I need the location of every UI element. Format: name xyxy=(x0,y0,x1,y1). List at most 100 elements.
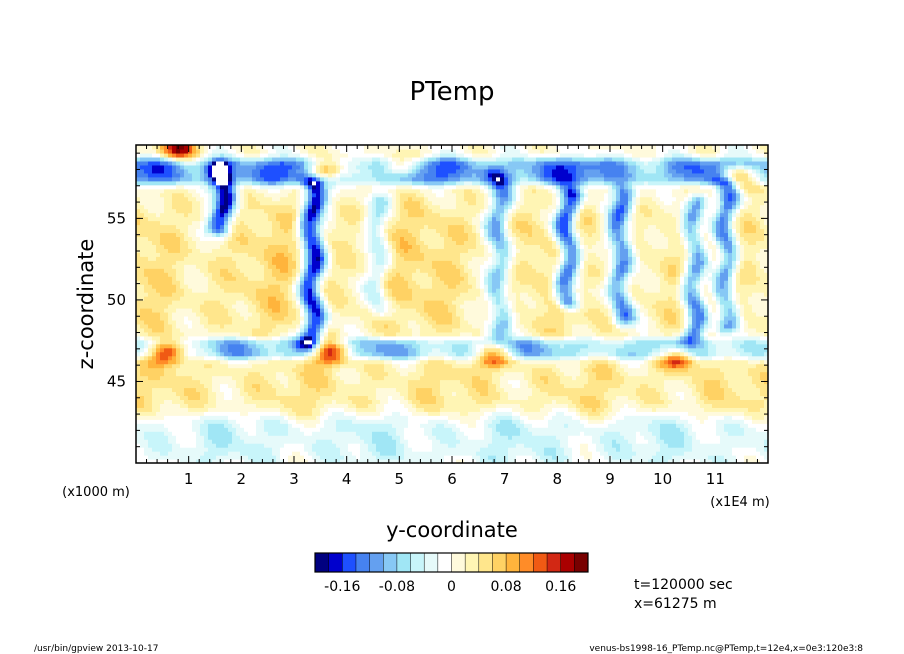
heatmap-cell xyxy=(300,148,305,154)
heatmap-cell xyxy=(176,244,181,249)
heatmap-cell xyxy=(332,439,337,444)
heatmap-cell xyxy=(296,212,301,218)
heatmap-cell xyxy=(220,363,225,369)
heatmap-cell xyxy=(152,236,157,241)
heatmap-cell xyxy=(136,339,141,345)
heatmap-cell xyxy=(184,427,189,432)
heatmap-cell xyxy=(332,443,337,448)
heatmap-cell xyxy=(232,304,237,309)
heatmap-cell xyxy=(152,315,157,321)
heatmap-cell xyxy=(376,435,381,440)
heatmap-cell xyxy=(292,367,297,373)
heatmap-cell xyxy=(152,375,157,381)
heatmap-cell xyxy=(188,323,193,329)
heatmap-cell xyxy=(204,355,209,361)
heatmap-cell xyxy=(232,152,237,158)
heatmap-cell xyxy=(172,415,177,420)
heatmap-cell xyxy=(368,280,373,285)
heatmap-cell xyxy=(376,447,381,452)
heatmap-cell xyxy=(268,431,273,436)
heatmap-cell xyxy=(328,391,333,397)
heatmap-cell xyxy=(324,367,329,373)
heatmap-cell xyxy=(172,359,177,365)
heatmap-cell xyxy=(188,164,193,170)
heatmap-cell xyxy=(136,323,141,329)
heatmap-cell xyxy=(188,260,193,265)
heatmap-cell xyxy=(380,272,385,277)
heatmap-cell xyxy=(184,244,189,249)
heatmap-cell xyxy=(332,371,337,377)
heatmap-cell xyxy=(376,335,381,341)
heatmap-cell xyxy=(264,224,269,230)
heatmap-cell xyxy=(148,296,153,301)
heatmap-cell xyxy=(144,407,149,412)
heatmap-cell xyxy=(296,395,301,400)
heatmap-cell xyxy=(160,260,165,265)
heatmap-cell xyxy=(380,232,385,238)
heatmap-cell xyxy=(224,419,229,424)
heatmap-cell xyxy=(168,236,173,241)
heatmap-cell xyxy=(164,435,169,440)
heatmap-cell xyxy=(204,216,209,222)
heatmap-cell xyxy=(236,459,241,463)
heatmap-cell xyxy=(376,451,381,456)
heatmap-cell xyxy=(304,427,309,432)
heatmap-cell xyxy=(148,407,153,412)
heatmap-cell xyxy=(148,427,153,432)
heatmap-cell xyxy=(240,371,245,377)
heatmap-cell xyxy=(376,347,381,353)
heatmap-cell xyxy=(152,148,157,154)
heatmap-cell xyxy=(208,252,213,257)
heatmap-cell xyxy=(284,427,289,432)
heatmap-cell xyxy=(308,451,313,456)
heatmap-cell xyxy=(196,296,201,301)
heatmap-cell xyxy=(164,339,169,345)
heatmap-cell xyxy=(308,455,313,460)
heatmap-cell xyxy=(352,443,357,448)
heatmap-cell xyxy=(276,248,281,253)
heatmap-cell xyxy=(224,379,229,385)
heatmap-cell xyxy=(380,180,385,186)
heatmap-cell xyxy=(260,260,265,265)
heatmap-cell xyxy=(216,383,221,389)
heatmap-cell xyxy=(176,351,181,357)
heatmap-cell xyxy=(216,367,221,373)
heatmap-cell xyxy=(232,335,237,341)
heatmap-cell xyxy=(204,371,209,377)
heatmap-cell xyxy=(180,395,185,400)
heatmap-cell xyxy=(296,268,301,273)
heatmap-cell xyxy=(300,256,305,261)
heatmap-cell xyxy=(216,224,221,230)
heatmap-cell xyxy=(368,363,373,369)
heatmap-cell xyxy=(380,387,385,393)
heatmap-cell xyxy=(168,272,173,277)
heatmap-cell xyxy=(300,176,305,182)
heatmap-cell xyxy=(204,323,209,329)
heatmap-cell xyxy=(376,288,381,293)
heatmap-cell xyxy=(304,264,309,269)
heatmap-cell xyxy=(372,180,377,186)
heatmap-cell xyxy=(376,184,381,190)
heatmap-cell xyxy=(276,315,281,321)
heatmap-cell xyxy=(180,180,185,186)
heatmap-cell xyxy=(228,208,233,214)
heatmap-cell xyxy=(356,391,361,397)
heatmap-cell xyxy=(168,371,173,377)
heatmap-cell xyxy=(364,148,369,154)
heatmap-cell xyxy=(296,407,301,412)
heatmap-cell xyxy=(204,415,209,420)
heatmap-cell xyxy=(188,204,193,210)
heatmap-cell xyxy=(224,304,229,309)
heatmap-cell xyxy=(212,443,217,448)
heatmap-cell xyxy=(352,383,357,389)
heatmap-cell xyxy=(320,256,325,261)
heatmap-cell xyxy=(248,323,253,329)
heatmap-cell xyxy=(208,363,213,369)
heatmap-cell xyxy=(220,371,225,377)
heatmap-cell xyxy=(236,399,241,404)
heatmap-cell xyxy=(200,248,205,253)
heatmap-cell xyxy=(224,284,229,289)
heatmap-cell xyxy=(288,200,293,206)
heatmap-cell xyxy=(172,419,177,424)
heatmap-cell xyxy=(244,351,249,357)
